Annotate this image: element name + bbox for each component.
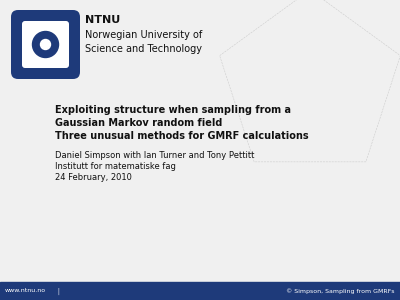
Text: NTNU: NTNU <box>85 15 120 25</box>
Text: │: │ <box>56 287 60 295</box>
Circle shape <box>40 40 50 50</box>
Circle shape <box>32 32 58 58</box>
Text: Gaussian Markov random field: Gaussian Markov random field <box>55 118 222 128</box>
Text: 24 February, 2010: 24 February, 2010 <box>55 173 132 182</box>
Text: Institutt for matematiske fag: Institutt for matematiske fag <box>55 162 176 171</box>
FancyBboxPatch shape <box>11 10 80 79</box>
FancyBboxPatch shape <box>22 21 69 68</box>
Text: Daniel Simpson with Ian Turner and Tony Pettitt: Daniel Simpson with Ian Turner and Tony … <box>55 151 254 160</box>
Text: www.ntnu.no: www.ntnu.no <box>5 289 46 293</box>
Bar <box>0 282 400 300</box>
Text: Exploiting structure when sampling from a: Exploiting structure when sampling from … <box>55 105 291 115</box>
Text: © Simpson, Sampling from GMRFs: © Simpson, Sampling from GMRFs <box>286 288 395 294</box>
Text: Three unusual methods for GMRF calculations: Three unusual methods for GMRF calculati… <box>55 131 309 141</box>
Text: Norwegian University of
Science and Technology: Norwegian University of Science and Tech… <box>85 30 202 54</box>
